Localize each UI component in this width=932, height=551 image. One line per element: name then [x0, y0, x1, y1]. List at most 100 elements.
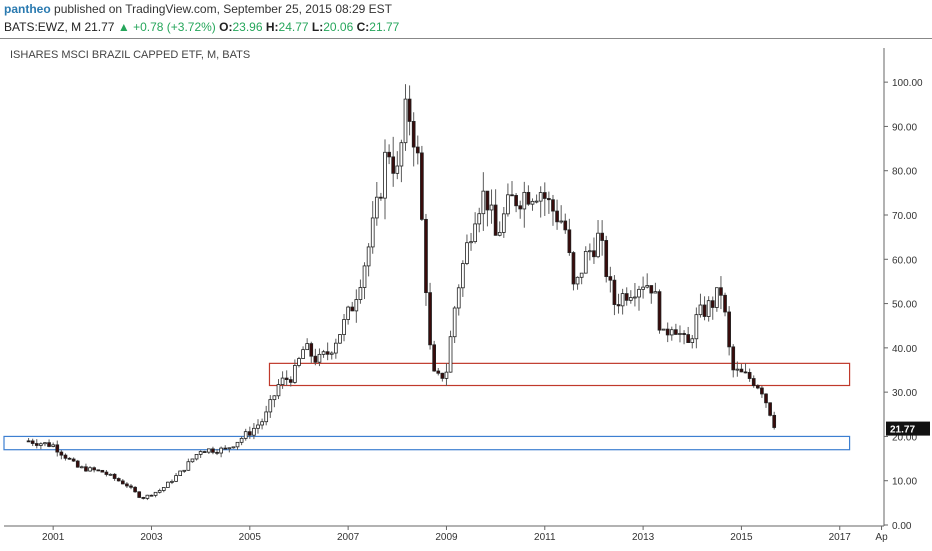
- candle-body: [387, 151, 391, 158]
- candle-body: [739, 368, 744, 373]
- last-price-tag-label: 21.77: [890, 425, 915, 436]
- candle-body: [284, 377, 289, 380]
- candle-body: [100, 469, 105, 473]
- candle-body: [120, 480, 125, 485]
- candle-body: [59, 451, 64, 456]
- candle-body: [133, 486, 137, 493]
- candle-body: [161, 487, 166, 491]
- candle-body: [252, 427, 256, 436]
- y-tick-label: 10.00: [892, 477, 917, 488]
- candle-body: [63, 454, 68, 459]
- candle-body: [542, 192, 547, 199]
- candle-body: [256, 424, 260, 429]
- candle-body: [588, 250, 592, 253]
- candle-body: [510, 194, 514, 197]
- candle-body: [362, 265, 367, 288]
- candle-body: [264, 411, 269, 423]
- candle-body: [309, 343, 314, 357]
- candle-body: [612, 279, 617, 305]
- candle-body: [702, 304, 707, 317]
- candle-body: [506, 194, 510, 215]
- candle-body: [30, 440, 35, 444]
- candle-body: [690, 338, 695, 343]
- candle-body: [608, 276, 613, 281]
- open-value: 23.96: [232, 20, 263, 34]
- candle-body: [84, 466, 88, 472]
- publish-header: pantheo published on TradingView.com, Se…: [4, 0, 399, 36]
- candle-body: [166, 481, 170, 488]
- candle-body: [735, 368, 740, 371]
- candle-body: [71, 458, 76, 462]
- candle-body: [346, 306, 350, 320]
- candle-body: [297, 358, 301, 366]
- candle-body: [420, 152, 424, 220]
- candle-body: [448, 336, 453, 373]
- y-tick-label: 40.00: [892, 344, 917, 355]
- high-label: H:: [265, 20, 279, 34]
- candle-body: [358, 287, 363, 300]
- candle-body: [170, 480, 174, 483]
- candle-body: [301, 349, 305, 359]
- candle-body: [444, 371, 449, 379]
- close-value: 21.77: [369, 20, 400, 34]
- chart-title: ISHARES MSCI BRAZIL CAPPED ETF, M, BATS: [10, 49, 250, 61]
- candle-body: [43, 442, 47, 445]
- low-label: L:: [311, 20, 324, 34]
- candle-body: [514, 195, 518, 207]
- candle-body: [276, 384, 281, 397]
- candle-body: [280, 377, 285, 385]
- candle-body: [145, 494, 150, 499]
- candle-body: [747, 372, 752, 379]
- candle-body: [620, 293, 625, 307]
- candle-body: [153, 491, 158, 496]
- candle-body: [633, 296, 637, 299]
- y-tick-label: 100.00: [892, 78, 923, 89]
- candle-body: [637, 288, 641, 298]
- candle-body: [563, 220, 568, 231]
- candle-body: [26, 440, 31, 443]
- candle-body: [559, 220, 564, 223]
- x-tick-label: 2017: [829, 532, 852, 543]
- up-arrow-icon: ▲: [117, 20, 130, 34]
- candle-body: [260, 421, 264, 426]
- candle-body: [760, 387, 764, 395]
- candle-body: [452, 307, 457, 338]
- candle-body: [678, 333, 682, 335]
- candle-body: [108, 473, 113, 476]
- support-zone: [3, 435, 851, 451]
- candle-body: [415, 146, 420, 154]
- candle-body: [243, 431, 248, 439]
- candle-body: [706, 300, 711, 317]
- candle-body: [432, 344, 437, 372]
- candle-body: [477, 213, 482, 225]
- candle-body: [211, 448, 215, 453]
- last-price-tag: [886, 421, 930, 436]
- candle-body: [473, 223, 477, 243]
- chart-frame[interactable]: [0, 38, 932, 551]
- candle-body: [669, 329, 674, 336]
- candle-body: [579, 272, 584, 278]
- candle-body: [194, 454, 199, 460]
- x-tick-label: 2005: [239, 532, 262, 543]
- candle-body: [235, 441, 240, 448]
- candle-body: [547, 198, 551, 201]
- candle-body: [465, 242, 469, 264]
- candle-body: [501, 213, 506, 233]
- candle-body: [682, 333, 686, 335]
- candle-body: [731, 346, 736, 371]
- candle-body: [567, 229, 572, 253]
- candle-body: [604, 240, 609, 277]
- candle-body: [534, 200, 539, 203]
- last-price: 21.77: [84, 20, 115, 34]
- candle-body: [317, 353, 322, 363]
- candle-body: [665, 328, 670, 336]
- author-name[interactable]: pantheo: [4, 2, 51, 16]
- candle-body: [456, 287, 461, 309]
- candle-body: [51, 444, 55, 447]
- candle-body: [47, 442, 51, 447]
- candle-body: [428, 292, 432, 346]
- candle-body: [268, 399, 273, 413]
- candle-body: [518, 205, 523, 210]
- candle-body: [141, 497, 146, 499]
